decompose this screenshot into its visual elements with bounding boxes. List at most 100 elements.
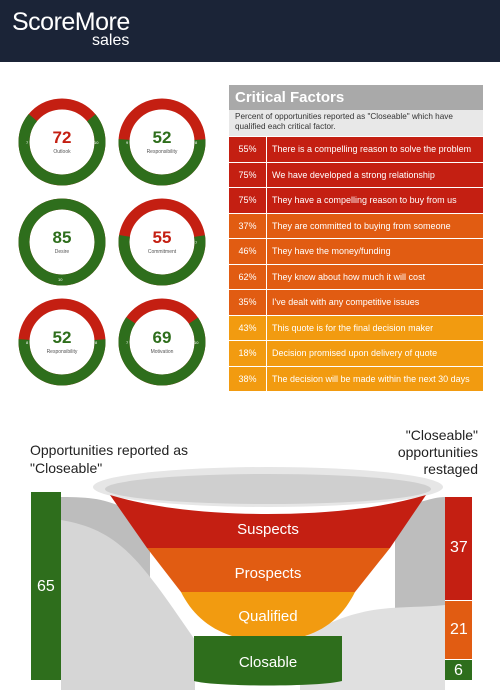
- gauge-left-count: 9: [126, 140, 129, 145]
- critical-factors-title: Critical Factors: [229, 85, 483, 110]
- table-row: 43% This quote is for the final decision …: [229, 314, 483, 340]
- gauge-center: [130, 210, 194, 274]
- funnel-closable: [194, 636, 342, 686]
- table-row: 62% They know about how much it will cost: [229, 263, 483, 289]
- gauge-right-count: 10: [194, 340, 199, 345]
- factor-percent: 18%: [229, 341, 267, 366]
- gauge-responsibility-2: 52 Responsibility 8 8: [18, 298, 106, 386]
- gauge-value: 52: [52, 328, 72, 347]
- gauge-motivation: 69 Motivation 7 10: [118, 298, 206, 386]
- gauge-ring: [118, 198, 206, 286]
- total-bar: [31, 492, 61, 680]
- gauge-label: Responsibility: [46, 349, 78, 355]
- gauge-outlook: 72 Outlook 7 10: [18, 98, 106, 186]
- factor-text: Decision promised upon delivery of quote: [272, 348, 438, 359]
- gauge-label: Outlook: [53, 149, 71, 155]
- factor-text: This quote is for the final decision mak…: [272, 322, 434, 333]
- gauge-center: [130, 310, 194, 374]
- gauge-value: 85: [52, 228, 72, 247]
- gauge-left-count: 8: [26, 340, 29, 345]
- flow-right-label: "Closeable" opportunities restaged: [397, 427, 478, 477]
- factor-text: They have the money/funding: [272, 246, 391, 257]
- gauge-ring-positive: [18, 198, 106, 286]
- gauge-grid: 72 Outlook 7 10 52 Responsibility 9 8 85…: [0, 80, 225, 400]
- table-row: 55% There is a compelling reason to solve…: [229, 136, 483, 162]
- table-row: 75% They have a compelling reason to buy …: [229, 187, 483, 213]
- stage-label-qualified: Qualified: [238, 608, 298, 625]
- table-row: 75% We have developed a strong relationsh…: [229, 161, 483, 187]
- funnel-qualified: [181, 592, 355, 636]
- gauge-right-count: 7: [195, 240, 198, 245]
- gauge-label: Responsibility: [146, 149, 178, 155]
- restaged-value-suspects: 37: [450, 539, 468, 556]
- gauge-responsibility: 52 Responsibility 9 8: [118, 98, 206, 186]
- restaged-bar-closable: [445, 660, 472, 680]
- table-row: 37% They are committed to buying from som…: [229, 212, 483, 238]
- gauge-desire: 85 Desire 10: [18, 198, 106, 286]
- gauge-center: [130, 110, 194, 174]
- factor-text: They are committed to buying from someon…: [272, 220, 451, 231]
- stage-label-suspects: Suspects: [237, 521, 299, 538]
- factor-text: They know about how much it will cost: [272, 271, 426, 282]
- table-row: 35% I've dealt with any competitive issue…: [229, 289, 483, 315]
- gauge-label: Commitment: [147, 249, 177, 255]
- factor-text: They have a compelling reason to buy fro…: [272, 195, 457, 206]
- gauge-commitment: 55 Commitment 7: [118, 198, 206, 286]
- gauge-right-count: 10: [94, 140, 99, 145]
- critical-factors-rows: 55% There is a compelling reason to solve…: [229, 136, 483, 391]
- stage-label-prospects: Prospects: [234, 565, 302, 582]
- flow-left-label: Opportunities reported as "Closeable": [30, 442, 188, 476]
- gauge-center: [30, 310, 94, 374]
- factor-percent: 37%: [229, 213, 267, 238]
- funnel-suspects: [110, 495, 426, 548]
- gauge-ring: [18, 98, 106, 186]
- gauge-ring: [118, 298, 206, 386]
- total-value: 65: [37, 578, 55, 595]
- factor-percent: 46%: [229, 239, 267, 264]
- factor-text: We have developed a strong relationship: [272, 169, 435, 180]
- gauge-ring: [118, 98, 206, 186]
- gauge-value: 72: [52, 128, 72, 147]
- factor-percent: 75%: [229, 188, 267, 213]
- gauge-ring-positive: [118, 198, 206, 286]
- gauge-right-count: 8: [95, 340, 98, 345]
- factor-text: I've dealt with any competitive issues: [272, 297, 420, 308]
- gauge-ring-positive: [118, 98, 206, 186]
- stage-label-closable: Closable: [238, 654, 298, 671]
- factor-percent: 62%: [229, 264, 267, 289]
- funnel-rim-inner: [105, 474, 431, 504]
- gauge-value: 55: [152, 228, 172, 247]
- factor-percent: 75%: [229, 162, 267, 187]
- restaged-bar-prospects: [445, 601, 472, 659]
- app-header: ScoreMore sales: [0, 0, 500, 62]
- critical-factors-table: Critical Factors Percent of opportunitie…: [229, 85, 483, 391]
- gauge-label: Desire: [54, 249, 70, 255]
- gauge-center: [30, 110, 94, 174]
- gauge-bottom-count: 10: [58, 277, 63, 282]
- gauge-center: [30, 210, 94, 274]
- table-row: 18% Decision promised upon delivery of qu…: [229, 340, 483, 366]
- gauge-value: 69: [152, 328, 172, 347]
- factor-text: The decision will be made within the nex…: [272, 373, 470, 384]
- restaged-value-prospects: 21: [450, 621, 468, 638]
- critical-factors-description: Percent of opportunities reported as "Cl…: [229, 110, 483, 136]
- brand-subtitle: sales: [92, 32, 130, 49]
- restaged-bar-suspects: [445, 497, 472, 600]
- gauge-label: Motivation: [150, 349, 174, 355]
- factor-percent: 55%: [229, 137, 267, 162]
- restaged-value-closable: 6: [454, 662, 463, 679]
- factor-percent: 43%: [229, 315, 267, 340]
- gauge-left-count: 7: [26, 140, 29, 145]
- gauge-ring: [18, 298, 106, 386]
- gauge-left-count: 7: [126, 340, 129, 345]
- flow-band-left-light: [61, 520, 195, 690]
- factor-percent: 35%: [229, 290, 267, 315]
- table-row: 38% The decision will be made within the …: [229, 365, 483, 391]
- gauge-ring-positive: [118, 298, 206, 386]
- table-row: 46% They have the money/funding: [229, 238, 483, 264]
- factor-text: There is a compelling reason to solve th…: [272, 144, 472, 155]
- funnel-prospects: [147, 548, 390, 592]
- brand-logo: ScoreMore: [12, 8, 130, 36]
- gauge-value: 52: [152, 128, 172, 147]
